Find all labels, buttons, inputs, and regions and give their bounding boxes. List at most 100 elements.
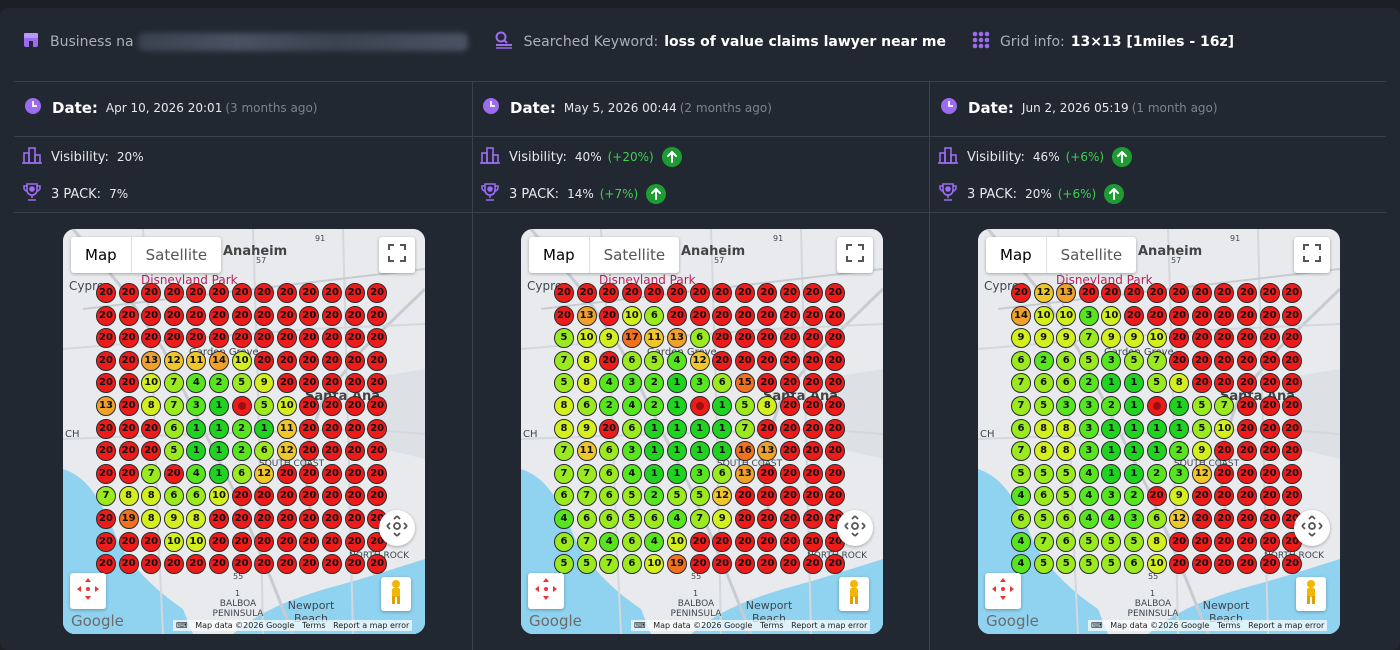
rank-dot[interactable]: 20 [689,554,710,575]
rank-dot[interactable]: 20 [1237,486,1257,507]
rank-dot[interactable]: 10 [621,305,642,326]
rank-dot[interactable]: 20 [209,305,229,326]
rank-dot[interactable]: 20 [276,350,297,371]
rank-dot[interactable]: 20 [367,396,388,416]
rank-dot[interactable]: 20 [1259,396,1280,416]
rank-dot[interactable]: 3 [1101,350,1122,371]
rank-dot[interactable]: 3 [1056,396,1077,416]
rank-dot[interactable]: 20 [344,373,365,394]
rank-dot[interactable]: 3 [1101,486,1122,507]
map-type-map-button[interactable]: Map [543,246,575,264]
rank-dot[interactable]: 20 [96,531,116,552]
rank-dot[interactable]: 20 [1282,463,1303,484]
terms-link[interactable]: Terms [301,621,326,630]
rank-dot[interactable]: 1 [1169,396,1190,416]
rank-dot[interactable]: 20 [299,509,320,529]
rank-dot[interactable]: 10 [141,373,162,394]
rank-dot[interactable]: 20 [1191,373,1212,394]
rank-dot[interactable]: 6 [1056,350,1077,371]
keyboard-icon[interactable]: ⌨ [176,621,188,630]
rank-dot[interactable]: 8 [1033,418,1054,439]
recenter-button[interactable] [528,573,564,609]
rank-dot[interactable]: 5 [554,554,574,575]
rank-dot[interactable]: 20 [209,554,229,575]
report-error-link[interactable]: Report a map error [791,621,868,630]
rank-dot[interactable]: 9 [1011,328,1031,349]
rank-dot[interactable]: 20 [1214,509,1235,529]
rank-dot[interactable]: 6 [621,350,642,371]
rank-dot[interactable]: 3 [186,396,207,416]
rank-dot[interactable]: 20 [1191,305,1212,326]
rank-dot[interactable]: 9 [1056,328,1077,349]
rank-dot[interactable]: 1 [1101,373,1122,394]
rank-dot[interactable]: 3 [621,373,642,394]
rank-dot[interactable]: 9 [1124,328,1144,349]
rank-dot[interactable]: 5 [1078,350,1099,371]
rank-dot[interactable]: 20 [825,283,846,303]
rank-dot[interactable]: 14 [209,350,229,371]
recenter-button[interactable] [70,573,106,609]
keyboard-icon[interactable]: ⌨ [1091,621,1103,630]
rank-dot[interactable]: 20 [1259,373,1280,394]
rank-dot[interactable]: 12 [689,350,710,371]
rank-dot[interactable]: 20 [1214,463,1235,484]
rank-dot[interactable]: 20 [1282,486,1303,507]
rank-dot[interactable]: 1 [1146,418,1167,439]
rank-dot[interactable]: 5 [1078,531,1099,552]
rank-dot[interactable]: 7 [96,486,116,507]
rank-dot[interactable]: 20 [1169,305,1190,326]
rank-dot[interactable]: 20 [1259,305,1280,326]
rank-dot[interactable]: 20 [231,486,252,507]
rank-dot[interactable]: 20 [344,531,365,552]
rank-dot[interactable]: 1 [209,441,229,462]
rank-dot[interactable]: 20 [667,305,687,326]
rank-dot[interactable]: 5 [1033,509,1054,529]
rank-dot[interactable]: 20 [344,328,365,349]
rank-dot[interactable]: 20 [802,328,823,349]
rank-dot[interactable]: 20 [1214,283,1235,303]
rank-dot[interactable]: 20 [554,305,574,326]
report-error-link[interactable]: Report a map error [1248,621,1325,630]
rank-dot[interactable]: 20 [96,509,116,529]
rank-dot[interactable]: 6 [1124,554,1144,575]
rank-dot[interactable]: 15 [734,373,755,394]
street-view-pegman[interactable] [1296,577,1326,611]
rank-dot[interactable]: 20 [734,509,755,529]
rank-dot[interactable]: 7 [1011,373,1031,394]
rank-dot[interactable]: 20 [802,396,823,416]
rank-dot[interactable]: 20 [757,531,778,552]
rank-dot[interactable]: 4 [599,531,620,552]
rank-dot[interactable]: 6 [1033,373,1054,394]
rank-dot[interactable]: 20 [802,283,823,303]
rank-dot[interactable]: 6 [1056,373,1077,394]
rank-dot[interactable]: 5 [1078,554,1099,575]
rank-dot[interactable]: 6 [554,486,574,507]
rank-dot[interactable]: 13 [576,305,597,326]
rank-dot[interactable]: 20 [757,328,778,349]
rank-dot[interactable]: 2 [209,373,229,394]
rank-dot[interactable]: 20 [1282,554,1303,575]
rank-dot[interactable]: 20 [757,509,778,529]
rank-dot[interactable]: 3 [1124,509,1144,529]
rank-dot[interactable]: 20 [1237,283,1257,303]
rank-dot[interactable]: 20 [322,554,342,575]
rank-dot[interactable]: 20 [734,486,755,507]
rank-dot[interactable]: 12 [1191,463,1212,484]
rank-dot[interactable]: 6 [621,418,642,439]
rank-dot[interactable]: 13 [667,328,687,349]
rank-dot[interactable]: 20 [96,305,116,326]
rank-dot[interactable]: 20 [367,328,388,349]
rank-dot[interactable]: 20 [254,531,275,552]
rank-dot[interactable]: 9 [163,509,184,529]
rank-dot[interactable]: 5 [1191,396,1212,416]
rank-dot[interactable]: 8 [141,486,162,507]
rank-dot[interactable]: 20 [186,305,207,326]
rank-dot[interactable]: 4 [1011,531,1031,552]
rank-dot[interactable]: 20 [599,305,620,326]
rank-dot[interactable]: 10 [276,396,297,416]
rank-dot[interactable]: 13 [96,396,116,416]
rank-dot[interactable]: 20 [689,531,710,552]
rank-dot[interactable]: 20 [712,328,733,349]
rank-dot[interactable]: 20 [825,486,846,507]
rank-dot[interactable]: 20 [118,463,139,484]
